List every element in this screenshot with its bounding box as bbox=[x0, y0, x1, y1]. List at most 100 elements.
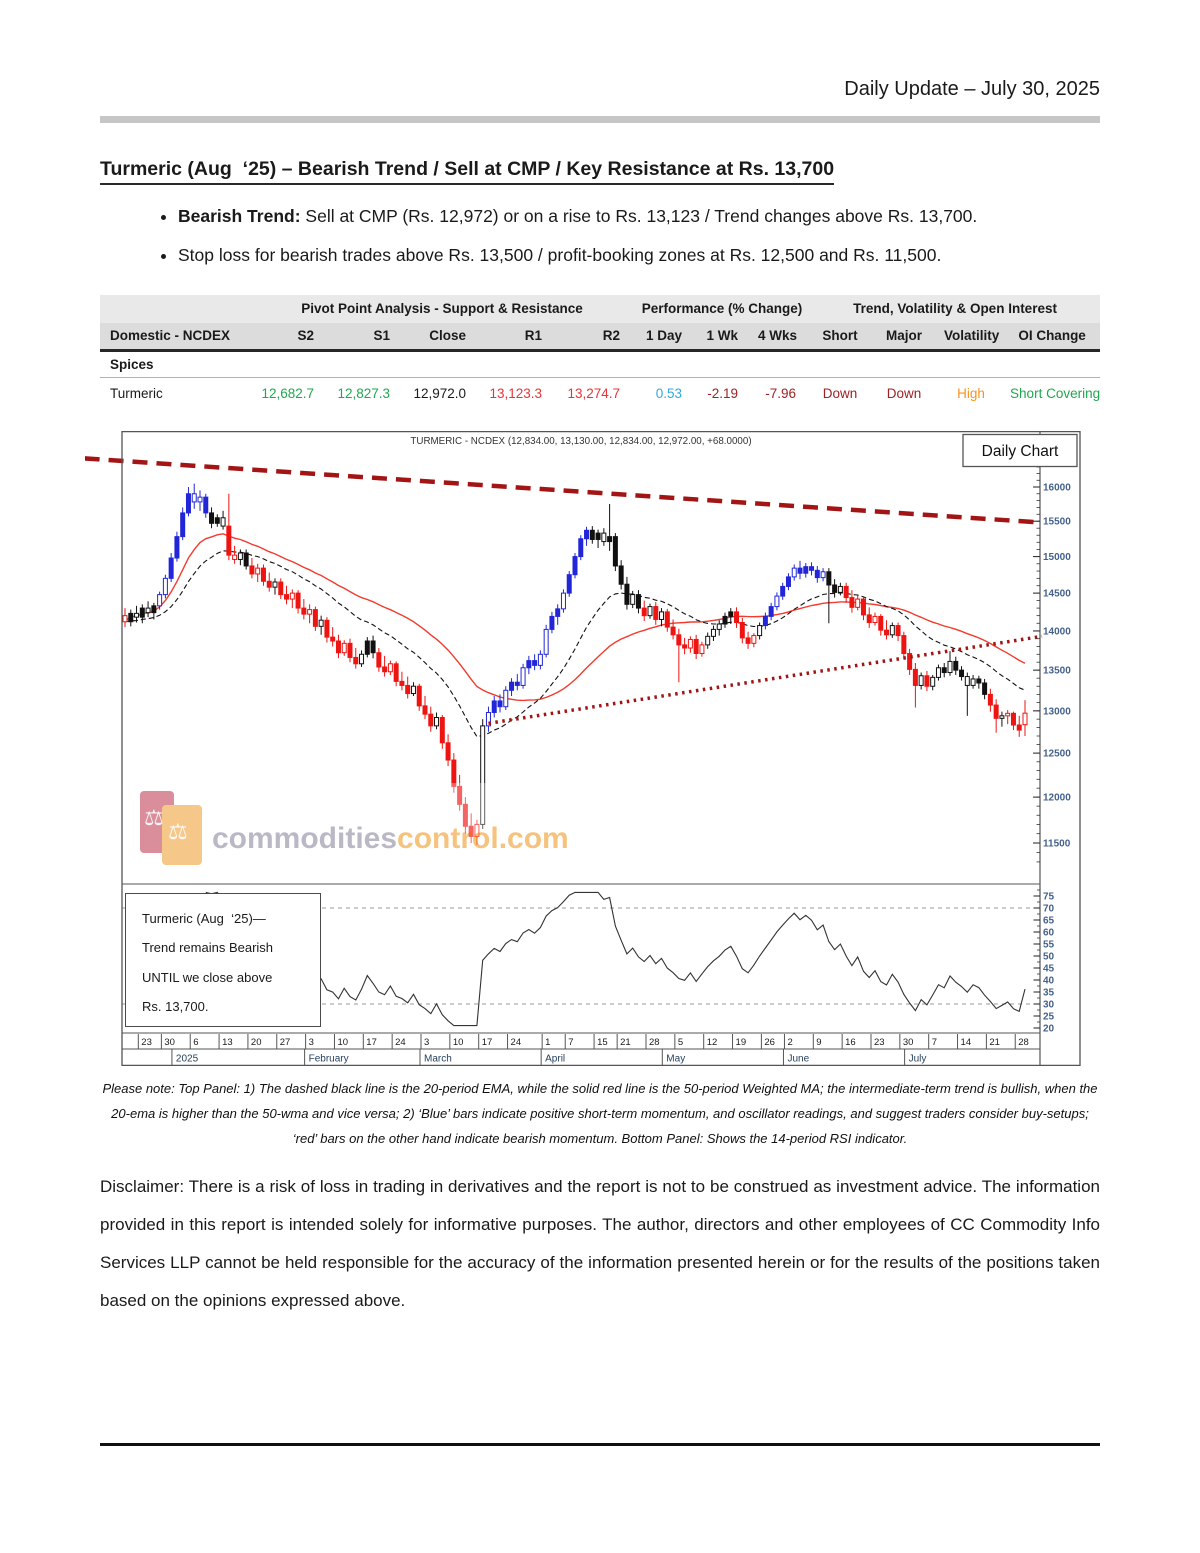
trendline bbox=[488, 634, 1043, 725]
table-group-header-row: Pivot Point Analysis - Support & Resista… bbox=[100, 294, 1101, 323]
annotation-line: UNTIL we close above bbox=[142, 969, 273, 985]
svg-text:14: 14 bbox=[961, 1037, 972, 1048]
svg-text:15: 15 bbox=[597, 1037, 608, 1048]
table-section-row: Spices bbox=[100, 350, 1101, 378]
footer-rule bbox=[100, 1443, 1100, 1446]
bullet-list: Bearish Trend: Sell at CMP (Rs. 12,972) … bbox=[100, 203, 1100, 269]
svg-text:50: 50 bbox=[1043, 951, 1055, 962]
svg-text:April: April bbox=[545, 1053, 565, 1064]
svg-text:2: 2 bbox=[787, 1037, 792, 1048]
cell-4wks: -7.96 bbox=[765, 385, 797, 401]
svg-text:19: 19 bbox=[736, 1037, 747, 1048]
chart-footnote: Please note: Top Panel: 1) The dashed bl… bbox=[102, 1080, 1098, 1147]
svg-text:12000: 12000 bbox=[1043, 792, 1071, 803]
svg-text:30: 30 bbox=[164, 1037, 175, 1048]
col-close: Close bbox=[404, 322, 480, 352]
annotation-line: Trend remains Bearish bbox=[142, 940, 274, 956]
svg-text:14000: 14000 bbox=[1043, 626, 1071, 637]
svg-text:14500: 14500 bbox=[1043, 588, 1071, 599]
svg-text:28: 28 bbox=[649, 1037, 660, 1048]
svg-text:28: 28 bbox=[1018, 1037, 1029, 1048]
trendline bbox=[85, 455, 1043, 525]
chart-frame bbox=[121, 430, 1081, 1066]
svg-text:16000: 16000 bbox=[1043, 482, 1071, 493]
col-r2: R2 bbox=[556, 322, 635, 352]
svg-text:13500: 13500 bbox=[1043, 665, 1071, 676]
cell-commodity-name: Turmeric bbox=[110, 385, 163, 401]
cell-short-trend: Down bbox=[822, 385, 858, 401]
cell-s2: 12,682.7 bbox=[261, 385, 314, 401]
col-1day: 1 Day bbox=[634, 322, 697, 352]
svg-text:40: 40 bbox=[1043, 975, 1055, 986]
svg-text:27: 27 bbox=[280, 1037, 291, 1048]
col-oi-change: OI Change bbox=[1004, 322, 1101, 352]
svg-text:65: 65 bbox=[1043, 915, 1055, 926]
svg-text:9: 9 bbox=[816, 1037, 821, 1048]
header-date: Daily Update – July 30, 2025 bbox=[844, 78, 1100, 100]
cell-1day: 0.53 bbox=[655, 385, 683, 401]
svg-text:7: 7 bbox=[568, 1037, 573, 1048]
header-divider bbox=[100, 116, 1100, 123]
svg-text:6: 6 bbox=[193, 1037, 198, 1048]
col-s2: S2 bbox=[250, 322, 328, 352]
svg-text:70: 70 bbox=[1043, 903, 1055, 914]
bullet-item: Bearish Trend: Sell at CMP (Rs. 12,972) … bbox=[178, 203, 1100, 229]
group-header-pivot: Pivot Point Analysis - Support & Resista… bbox=[250, 294, 635, 323]
svg-text:2025: 2025 bbox=[176, 1053, 199, 1064]
svg-text:45: 45 bbox=[1043, 963, 1055, 974]
svg-text:12500: 12500 bbox=[1043, 748, 1071, 759]
annotation-line: Rs. 13,700. bbox=[142, 999, 209, 1015]
svg-text:Daily Chart: Daily Chart bbox=[982, 443, 1059, 460]
svg-text:75: 75 bbox=[1043, 891, 1055, 902]
svg-text:11500: 11500 bbox=[1043, 838, 1071, 849]
svg-text:20: 20 bbox=[1043, 1023, 1055, 1034]
table-row: Turmeric 12,682.7 12,827.3 12,972.0 13,1… bbox=[100, 378, 1100, 409]
cell-r1: 13,123.3 bbox=[489, 385, 542, 401]
svg-text:30: 30 bbox=[1043, 999, 1055, 1010]
svg-text:30: 30 bbox=[903, 1037, 914, 1048]
chart-annotation-box: Turmeric (Aug ‘25)— Trend remains Bearis… bbox=[125, 892, 321, 1027]
cell-r2: 13,274.7 bbox=[567, 385, 621, 401]
svg-text:May: May bbox=[666, 1053, 685, 1064]
chart-title: TURMERIC - NCDEX (12,834.00, 13,130.00, … bbox=[410, 436, 751, 447]
svg-text:26: 26 bbox=[764, 1037, 775, 1048]
wma50-line bbox=[124, 532, 1026, 701]
section-title: Turmeric (Aug ‘25) – Bearish Trend / Sel… bbox=[100, 158, 1100, 185]
date-axis: 23 30 6 13 20 27 3 10 17 24 3 10 17 24 1 7 15 21 28 5 12 19 26… bbox=[137, 1033, 1029, 1066]
watermark: ⚖ ⚖ commoditiescontrol.com bbox=[138, 782, 569, 869]
svg-text:24: 24 bbox=[511, 1037, 522, 1048]
col-short: Short bbox=[810, 322, 871, 352]
col-s1: S1 bbox=[328, 322, 404, 352]
svg-text:June: June bbox=[787, 1053, 809, 1064]
svg-text:35: 35 bbox=[1043, 987, 1055, 998]
col-volatility: Volatility bbox=[938, 322, 1005, 352]
svg-text:10: 10 bbox=[337, 1037, 348, 1048]
col-1wk: 1 Wk bbox=[696, 322, 753, 352]
svg-text:1: 1 bbox=[545, 1037, 550, 1048]
cell-1wk: -2.19 bbox=[707, 385, 739, 401]
rsi-line bbox=[205, 891, 1026, 1026]
svg-text:3: 3 bbox=[309, 1037, 314, 1048]
svg-text:3: 3 bbox=[424, 1037, 429, 1048]
cell-s1: 12,827.3 bbox=[337, 385, 390, 401]
svg-text:21: 21 bbox=[989, 1037, 1000, 1048]
svg-text:February: February bbox=[309, 1053, 349, 1064]
svg-text:21: 21 bbox=[620, 1037, 631, 1048]
svg-text:March: March bbox=[424, 1053, 452, 1064]
group-header-empty bbox=[100, 294, 250, 323]
candles-layer bbox=[122, 483, 1028, 845]
commoditiescontrol-logo-icon: ⚖ ⚖ bbox=[138, 785, 210, 867]
svg-text:60: 60 bbox=[1043, 927, 1055, 938]
col-domestic-ncdex: Domestic - NCDEX bbox=[100, 322, 250, 352]
svg-text:25: 25 bbox=[1043, 1011, 1055, 1022]
watermark-text: commoditiescontrol.com bbox=[212, 821, 569, 855]
svg-text:23: 23 bbox=[141, 1037, 152, 1048]
cell-close: 12,972.0 bbox=[413, 385, 466, 401]
svg-text:23: 23 bbox=[874, 1037, 885, 1048]
svg-text:15000: 15000 bbox=[1043, 552, 1071, 563]
svg-text:July: July bbox=[909, 1053, 927, 1064]
group-header-trend: Trend, Volatility & Open Interest bbox=[810, 294, 1101, 323]
col-r1: R1 bbox=[480, 322, 556, 352]
annotation-line: Turmeric (Aug ‘25)— bbox=[142, 910, 266, 926]
